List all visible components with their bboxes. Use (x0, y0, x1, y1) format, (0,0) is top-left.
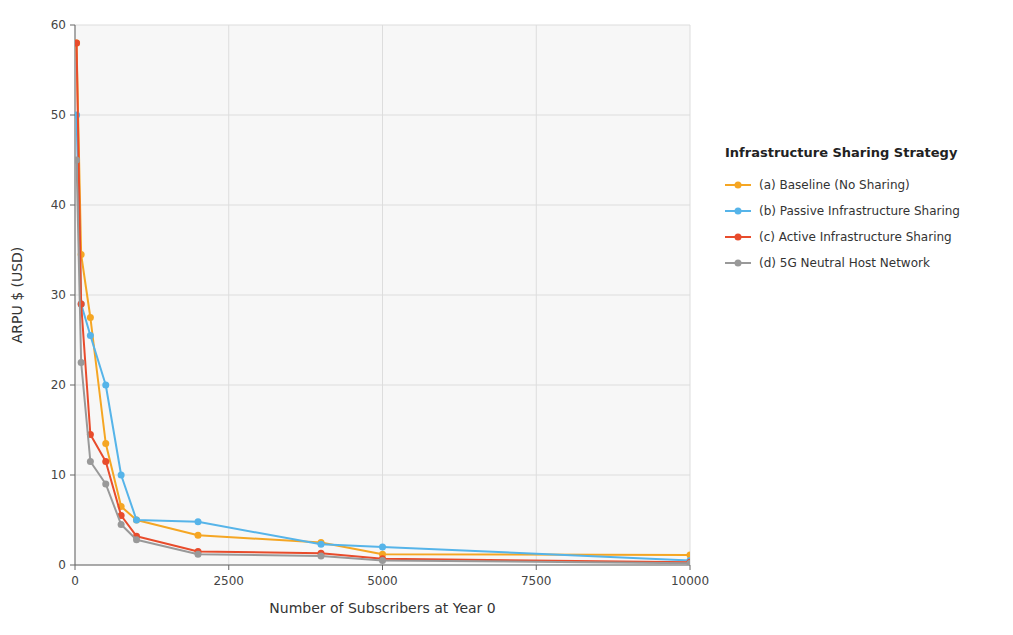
tick-y (70, 295, 75, 296)
point (318, 541, 325, 548)
point (195, 532, 202, 539)
point (87, 314, 94, 321)
chart: 0 10 20 30 40 50 60 0 2500 5000 7500 10000 Number of… (0, 0, 1013, 635)
tick-label-y: 0 (58, 558, 66, 572)
grid-line-x (536, 25, 537, 565)
grid-line-y (75, 565, 690, 566)
series (75, 157, 690, 566)
series (75, 40, 690, 566)
grid (75, 25, 690, 565)
legend-entry: (d) 5G Neutral Host Network (759, 256, 930, 270)
legend: Infrastructure Sharing Strategy (a) Basel… (725, 145, 960, 270)
y-axis-label: ARPU $ (USD) (9, 247, 25, 344)
point (87, 332, 94, 339)
plot-area (75, 25, 690, 565)
grid-line-x (228, 25, 229, 565)
point (195, 518, 202, 525)
tick-label-y: 10 (51, 468, 66, 482)
series-line (77, 43, 690, 555)
series-line (77, 43, 690, 562)
point (379, 557, 386, 564)
point (102, 382, 109, 389)
point (687, 559, 691, 565)
point (78, 359, 85, 366)
legend-marker (735, 234, 742, 241)
point (118, 472, 125, 479)
point (78, 301, 85, 308)
tick-label-y: 20 (51, 378, 66, 392)
point (75, 40, 80, 47)
point (318, 553, 325, 560)
tick-label-y: 50 (51, 108, 66, 122)
tick-label-y: 30 (51, 288, 66, 302)
point (78, 301, 85, 308)
tick-label-x: 0 (71, 574, 79, 588)
series (75, 112, 690, 565)
axes: 0 10 20 30 40 50 60 0 2500 5000 7500 10000 (51, 18, 709, 588)
legend-marker (735, 182, 742, 189)
x-axis-label: Number of Subscribers at Year 0 (269, 600, 495, 616)
legend-entry: (c) Active Infrastructure Sharing (759, 230, 952, 244)
point (379, 544, 386, 551)
grid-line-x (382, 25, 383, 565)
legend-entry: (a) Baseline (No Sharing) (759, 178, 910, 192)
point (118, 521, 125, 528)
tick-y (70, 25, 75, 26)
tick-label-x: 5000 (367, 574, 398, 588)
tick-x (228, 565, 229, 570)
series (75, 40, 690, 559)
tick-x (382, 565, 383, 570)
point (102, 481, 109, 488)
point (133, 536, 140, 543)
x-axis-line (75, 565, 690, 566)
point (687, 560, 691, 565)
tick-y (70, 385, 75, 386)
grid-line-x (690, 25, 691, 565)
point (87, 458, 94, 465)
legend-entry: (b) Passive Infrastructure Sharing (759, 204, 960, 218)
series-line (77, 115, 690, 561)
tick-y (70, 475, 75, 476)
tick-y (70, 565, 75, 566)
legend-marker (735, 208, 742, 215)
point (133, 517, 140, 524)
tick-x (536, 565, 537, 570)
point (195, 551, 202, 558)
tick-label-x: 7500 (521, 574, 552, 588)
point (75, 157, 80, 164)
marks (75, 40, 690, 566)
point (133, 517, 140, 524)
grid-line-x (75, 25, 76, 565)
tick-label-x: 2500 (213, 574, 244, 588)
tick-y (70, 115, 75, 116)
legend-title: Infrastructure Sharing Strategy (725, 145, 958, 160)
tick-y (70, 205, 75, 206)
tick-label-y: 60 (51, 18, 66, 32)
legend-marker (735, 260, 742, 267)
tick-x (75, 565, 76, 570)
point (102, 440, 109, 447)
y-axis-line (75, 25, 76, 565)
series-line (77, 160, 690, 563)
point (102, 458, 109, 465)
tick-x (690, 565, 691, 570)
point (75, 40, 80, 47)
tick-label-x: 10000 (671, 574, 709, 588)
tick-label-y: 40 (51, 198, 66, 212)
